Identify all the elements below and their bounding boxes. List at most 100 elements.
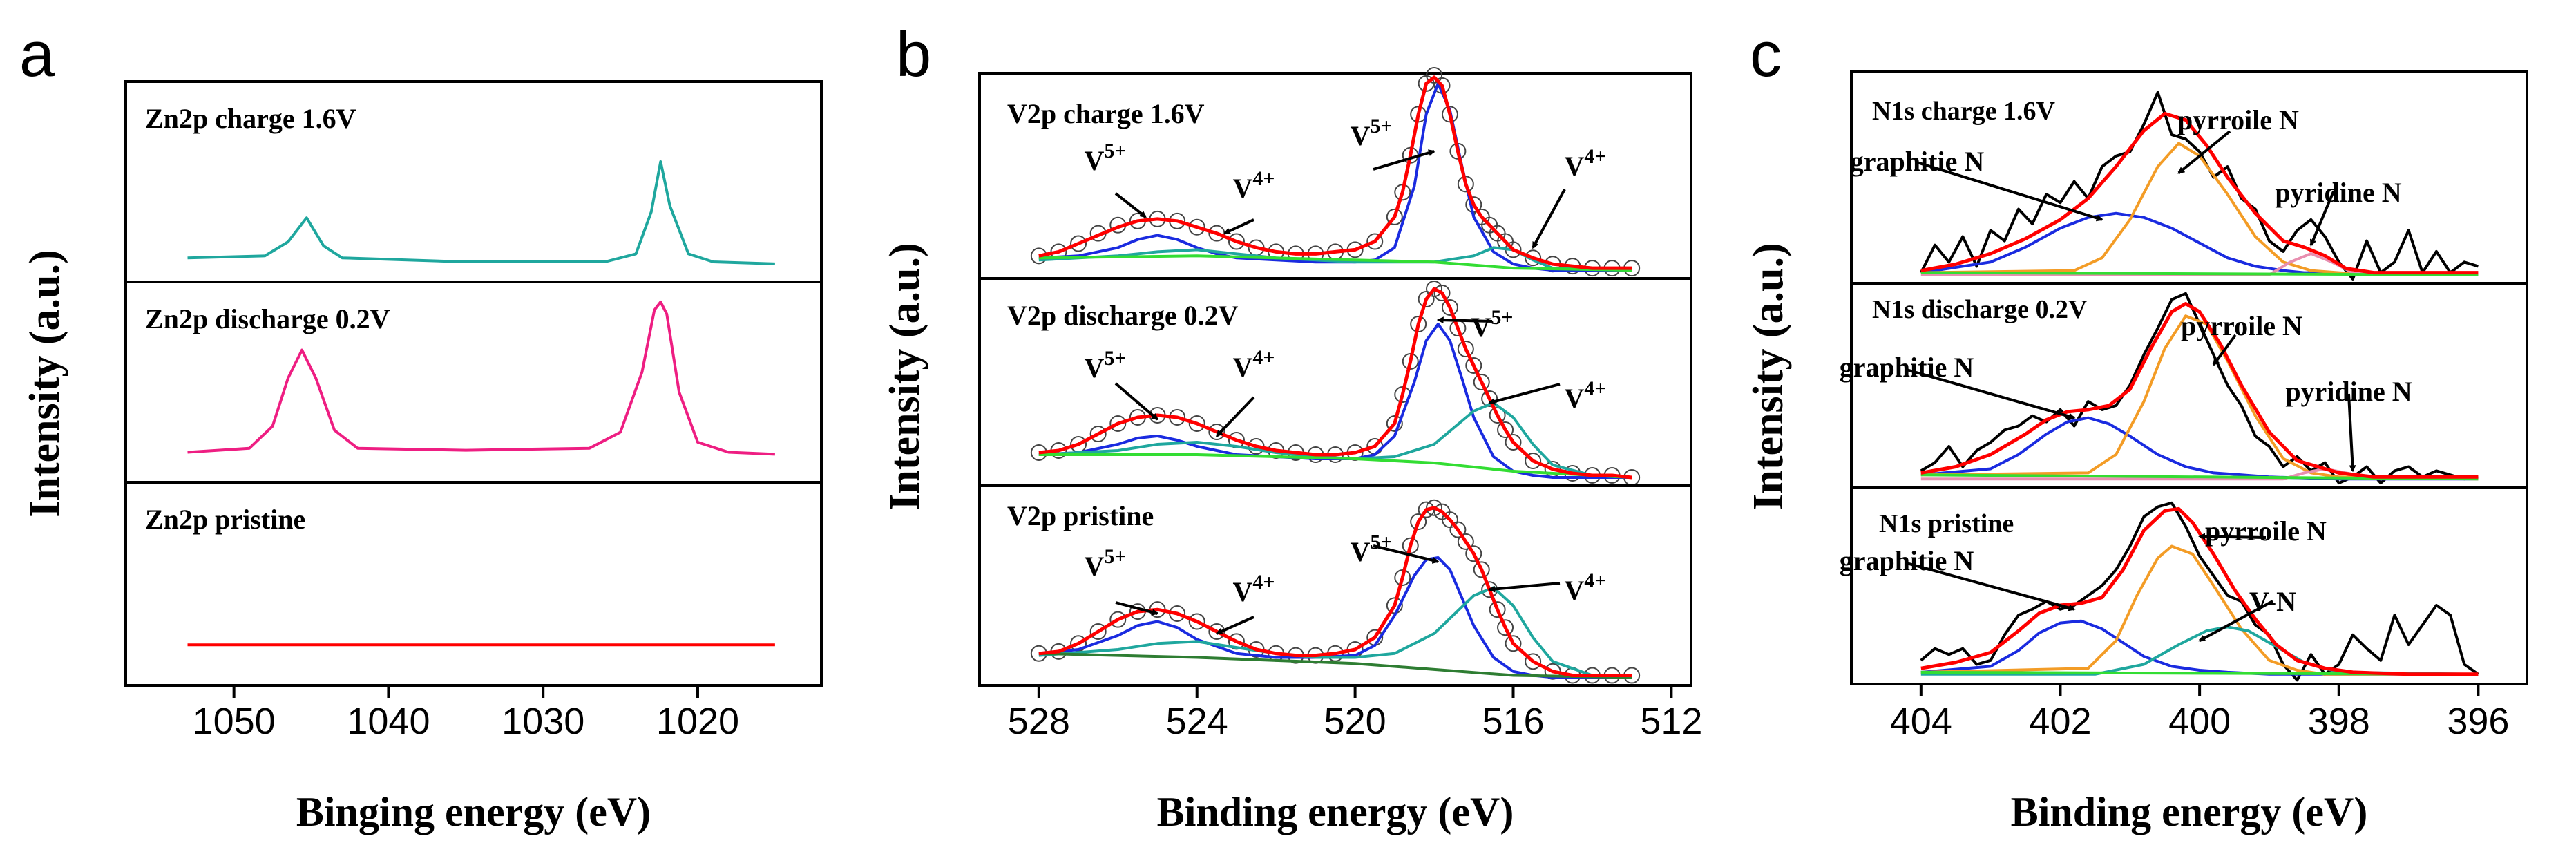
x-tick-label: 516: [1482, 701, 1544, 742]
annotation-label: pyrroile N: [2181, 310, 2302, 341]
subplot-label: Zn2p discharge 0.2V: [145, 303, 390, 334]
annotation-label: V5+: [1351, 531, 1393, 567]
x-tick-label: 402: [2029, 701, 2091, 742]
series-pyrroile-n: [1920, 544, 2479, 676]
y-axis-label: Intensity (a.u.): [1745, 243, 1792, 511]
panel-c: c Intensity (a.u.) Binding energy (eV) N1s …: [1745, 19, 2528, 835]
data-point: [1525, 249, 1542, 267]
series-v5-component: [1038, 323, 1632, 479]
data-point: [1426, 499, 1443, 516]
series-v4-component: [1038, 401, 1632, 479]
data-point: [1109, 415, 1127, 432]
data-point: [1426, 66, 1443, 84]
series-experimental: [1920, 91, 2479, 281]
data-point: [1188, 613, 1205, 630]
data-point: [1228, 233, 1245, 250]
x-tick-label: 524: [1166, 701, 1228, 742]
series-graphitie-n: [1920, 211, 2479, 276]
annotation-label: V4+: [1565, 145, 1607, 182]
data-point: [1418, 501, 1435, 518]
annotation-arrow: [1436, 316, 1493, 324]
annotation-arrow: [1215, 616, 1254, 635]
annotation-arrow: [1906, 562, 2076, 611]
annotation-arrow: [1906, 368, 2076, 420]
series-graphitie-n: [1920, 619, 2479, 676]
data-point: [1473, 561, 1490, 578]
x-axis-label: Binding energy (eV): [1157, 789, 1514, 835]
data-point: [1497, 619, 1514, 636]
annotation-arrow: [2177, 130, 2231, 174]
data-point: [1457, 533, 1474, 550]
annotation-arrow: [2212, 334, 2237, 366]
annotation-label: V5+: [1085, 347, 1127, 383]
data-point: [1497, 421, 1514, 438]
data-point: [1394, 569, 1411, 586]
data-point: [1489, 601, 1506, 618]
annotation-label: V4+: [1233, 167, 1275, 204]
data-point: [1208, 424, 1225, 440]
x-axis-label: Binding energy (eV): [2011, 789, 2368, 835]
annotation-label: graphitie N: [1840, 352, 1974, 383]
series-background: [1920, 271, 2479, 276]
data-point: [1228, 633, 1245, 650]
series-background: [1038, 652, 1632, 679]
series-zn2p-discharge-0-2v: [187, 301, 775, 456]
subplot-frame: [124, 481, 823, 687]
data-point: [1410, 513, 1427, 531]
x-tick-label: 1050: [193, 701, 276, 742]
subplot-1: Zn2p charge 1.6V: [124, 80, 823, 283]
annotation-label: V4+: [1565, 377, 1607, 414]
panel-letter-a: a: [19, 19, 55, 90]
annotation-arrow: [1115, 601, 1159, 616]
x-tick-label: 396: [2447, 701, 2509, 742]
annotation-arrow: [1373, 544, 1440, 564]
annotation-label: V5+: [1085, 140, 1127, 176]
annotation-arrow: [1114, 192, 1147, 218]
series-v4-component: [1038, 586, 1632, 679]
subplot-1: V2p charge 1.6V V5+ V4+ V5+ V4+: [978, 66, 1692, 280]
panel-letter-b: b: [896, 19, 931, 90]
series-fitted-sum: [1920, 302, 2479, 479]
subplot-label: Zn2p pristine: [145, 504, 305, 535]
series-background: [1038, 254, 1632, 272]
panel-b: b Intensity (a.u.) Binding energy (eV) V2p …: [881, 19, 1702, 835]
annotation-label: graphitie N: [1840, 545, 1974, 576]
subplot-3: V2p pristine V5+ V4+ V5+ V4+: [978, 484, 1692, 687]
series-fitted-sum: [1920, 111, 2479, 275]
data-point: [1109, 611, 1127, 628]
data-point: [1465, 357, 1482, 374]
annotation-arrow: [1373, 149, 1435, 171]
x-tick-label: 400: [2168, 701, 2231, 742]
annotation-label: pyridine N: [2275, 177, 2401, 208]
subplot-label: V2p discharge 0.2V: [1007, 300, 1239, 331]
y-axis-label: Intensity (a.u.): [21, 249, 68, 518]
annotation-arrow: [2198, 533, 2267, 540]
y-axis-label: Intensity (a.u.): [881, 243, 928, 511]
subplot-label: V2p charge 1.6V: [1007, 98, 1205, 129]
series-fitted-sum: [1038, 506, 1632, 677]
series-v5-component: [1038, 556, 1632, 679]
annotation-arrow: [2347, 393, 2356, 473]
annotation-label: V4+: [1233, 571, 1275, 607]
data-point: [1489, 407, 1506, 424]
data-point: [1418, 291, 1435, 307]
annotation-arrow: [1114, 382, 1159, 421]
x-tick-label: 1040: [347, 701, 430, 742]
annotation-arrow: [1532, 189, 1566, 249]
data-point: [1089, 426, 1107, 442]
annotation-label: V4+: [1565, 569, 1607, 606]
subplot-frame: [1850, 486, 2528, 685]
subplot-label: N1s pristine: [1879, 509, 2014, 538]
annotation-arrow: [1215, 396, 1255, 437]
subplot-1: N1s charge 1.6V pyrroile N graphitie N pyri…: [1850, 70, 2528, 285]
data-point: [1505, 434, 1522, 451]
subplot-label: Zn2p charge 1.6V: [145, 103, 356, 134]
x-axis-label: Binging energy (eV): [296, 789, 651, 835]
data-point: [1505, 635, 1522, 652]
annotation-label: V4+: [1233, 346, 1275, 383]
panel-a: a Intensity (a.u.) Binging energy (eV) Zn2p…: [19, 19, 823, 835]
annotation-arrow: [1488, 383, 1561, 405]
data-point: [1457, 341, 1474, 357]
